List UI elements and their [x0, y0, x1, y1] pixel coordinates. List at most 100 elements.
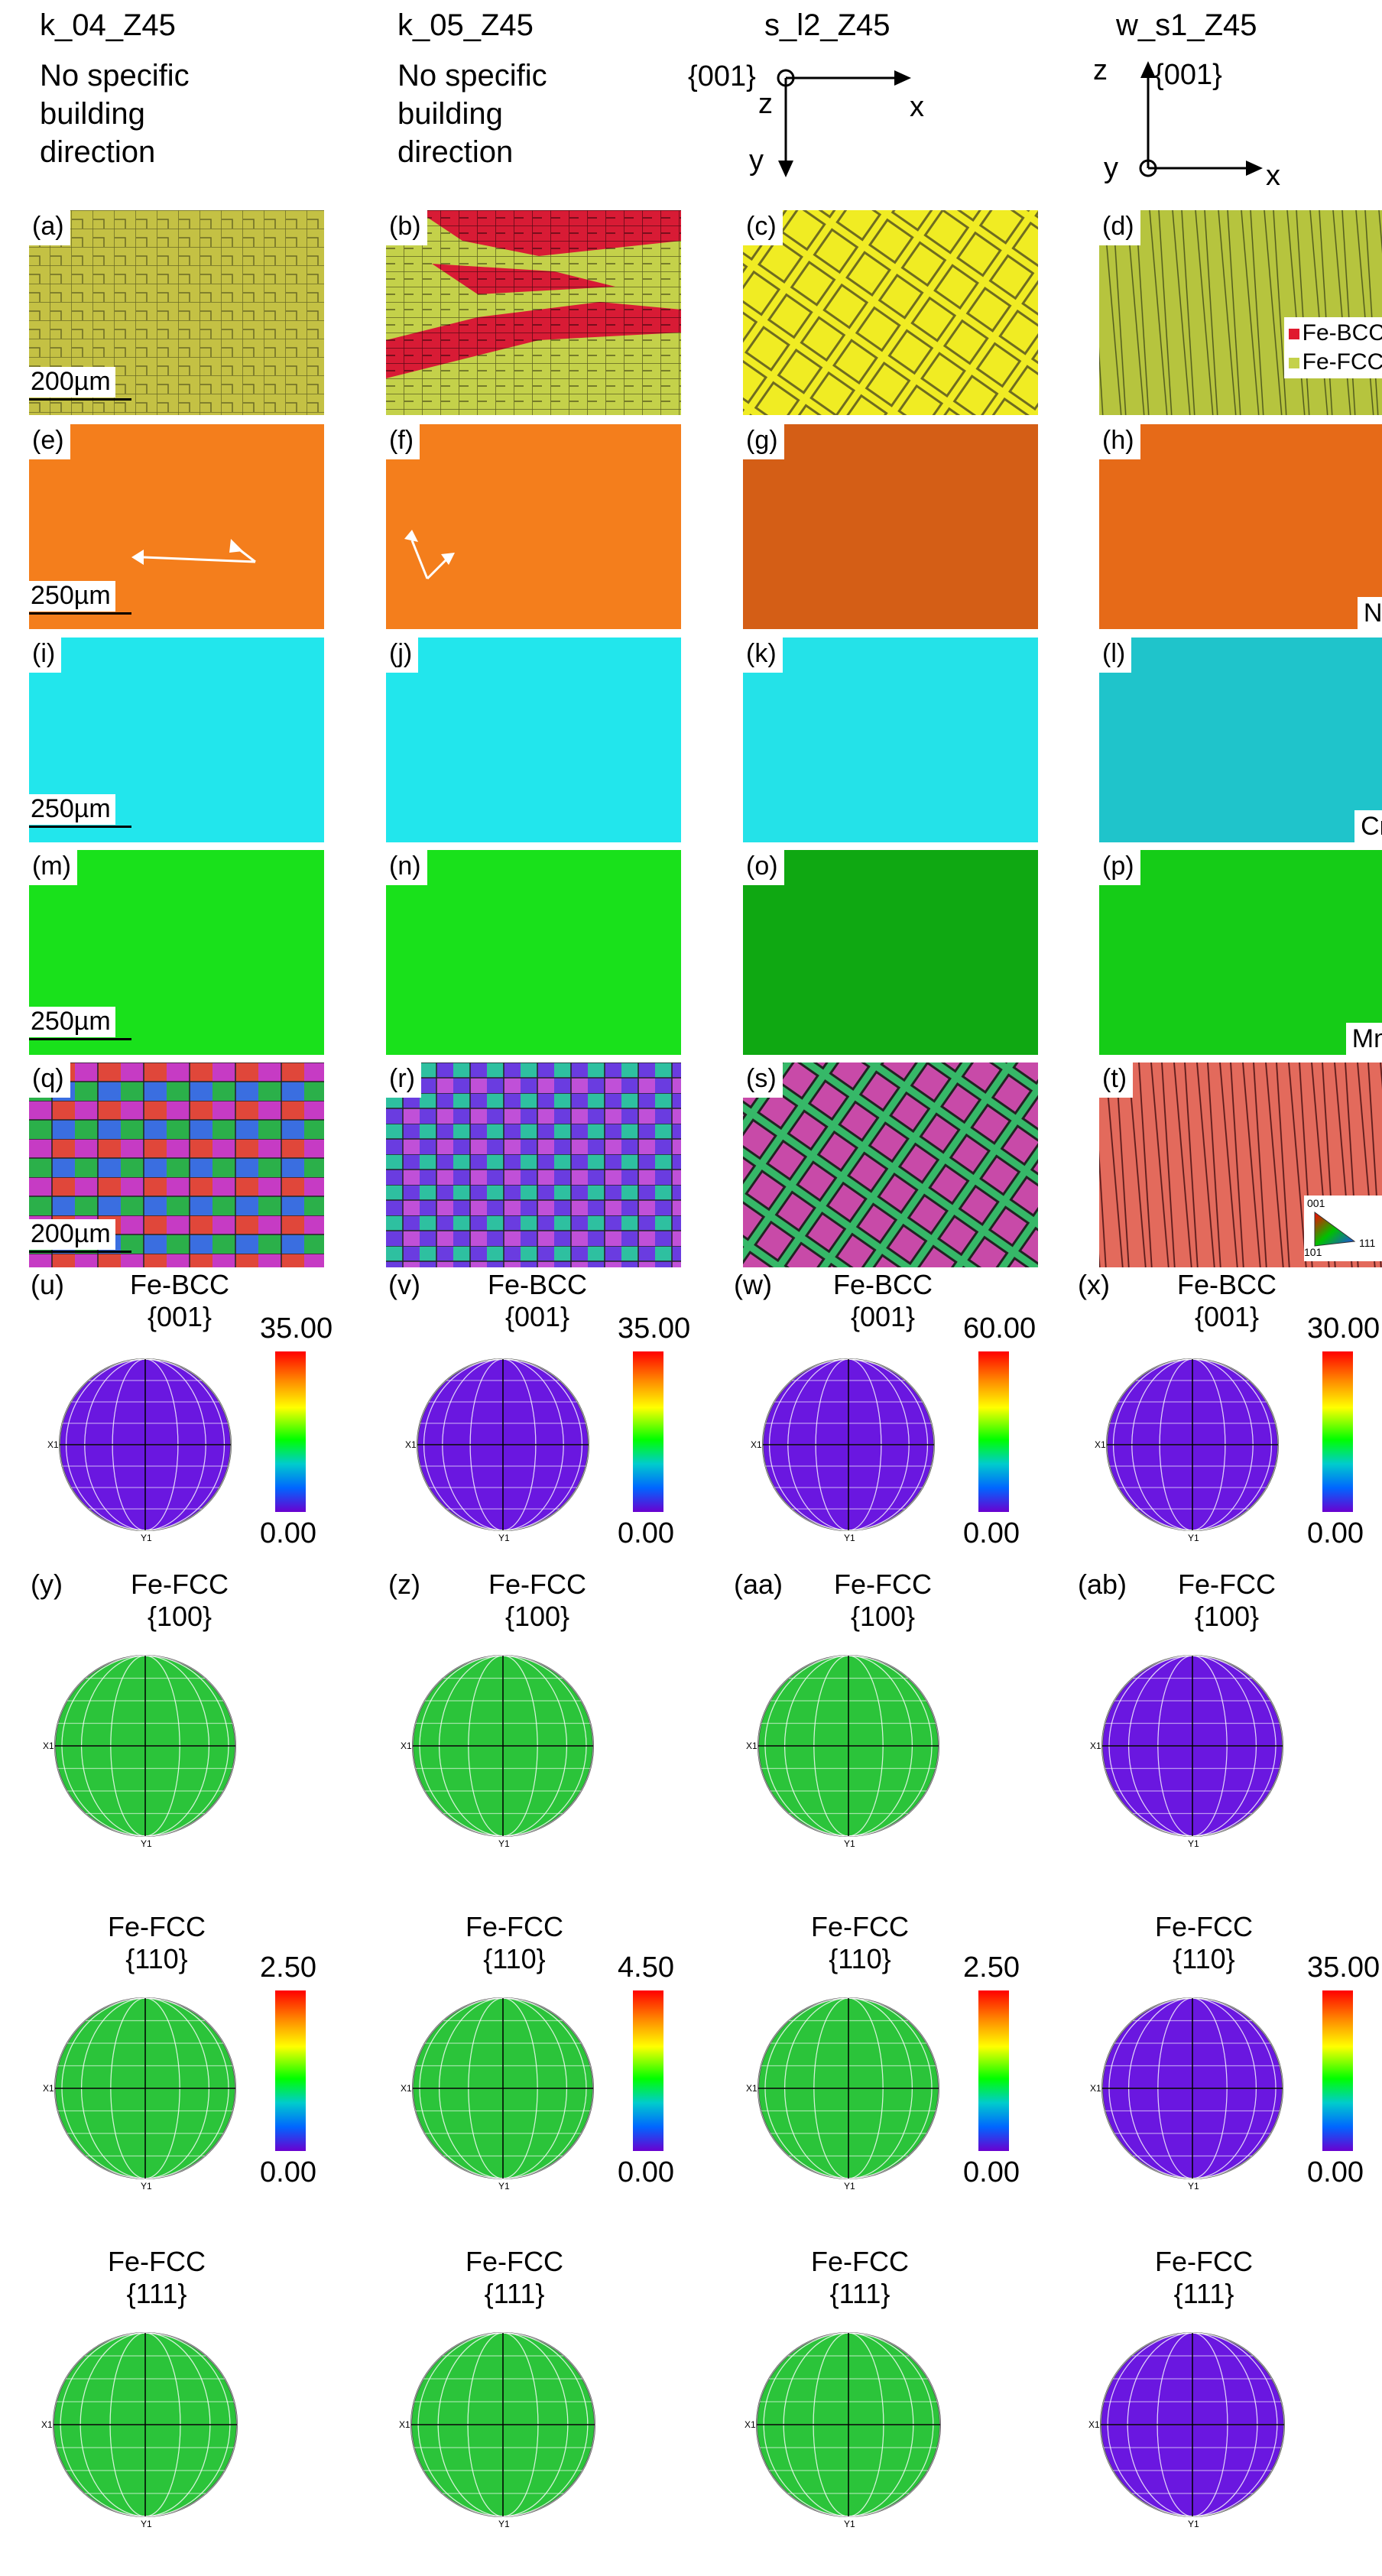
fcc-swatch — [1288, 358, 1299, 369]
color-scale-max: 4.50 — [618, 1951, 674, 1984]
phase-name: Fe-FCC — [488, 1569, 586, 1600]
color-scale-min: 0.00 — [963, 1517, 1020, 1549]
phase-map-d: (d) Fe-BCC Fe-FCC — [1099, 210, 1382, 415]
phase-name: Fe-FCC — [466, 1911, 563, 1942]
column-title: w_s1_Z45 — [1116, 8, 1257, 42]
ni-map-f: (f) — [386, 424, 681, 629]
pole-figure-title: Fe-FCC {110} — [1116, 1911, 1292, 1975]
x-axis-mark: X1 — [1088, 2419, 1100, 2430]
pole-figure-title: Fe-FCC {111} — [69, 2246, 245, 2310]
phase-name: Fe-FCC — [1178, 1569, 1276, 1600]
color-scale-min: 0.00 — [260, 1517, 316, 1549]
color-scale-min: 0.00 — [1307, 2156, 1364, 2188]
element-label: Ni — [1357, 597, 1382, 629]
phase-name: Fe-BCC — [129, 1269, 229, 1300]
pole-figure-plot: X1 Y1 — [1088, 2332, 1285, 2529]
pole-figure-title: Fe-BCC {001} — [795, 1269, 971, 1333]
color-scale-bar — [633, 1351, 663, 1512]
phase-name: Fe-FCC — [108, 1911, 206, 1942]
scale-bar-label: 200µm — [29, 367, 115, 397]
color-scale-bar — [633, 1990, 663, 2151]
phase-map-c: (c) — [743, 210, 1038, 415]
pole-figure-title: Fe-FCC {111} — [427, 2246, 602, 2310]
panel-label: (q) — [29, 1063, 70, 1098]
pole-figure-panel-label: (w) — [734, 1269, 772, 1300]
phase-map-b: (b) — [386, 210, 681, 415]
pole-figure-panel-label: (z) — [388, 1569, 420, 1600]
y-axis-mark: Y1 — [844, 1533, 855, 1543]
x-axis-mark: X1 — [1095, 1439, 1106, 1450]
plane-name: {001} — [850, 1301, 916, 1332]
x-axis-mark: X1 — [746, 2083, 758, 2094]
pole-figure-plot: X1 Y1 — [746, 1997, 939, 2192]
scale-bar-label: 250µm — [29, 794, 115, 825]
y-axis-mark: Y1 — [141, 1533, 152, 1543]
x-axis-mark: X1 — [745, 2419, 756, 2430]
ipf-map-q: (q) 200µm — [29, 1063, 324, 1267]
color-scale-min: 0.00 — [963, 2156, 1020, 2188]
column-title: s_l2_Z45 — [764, 8, 891, 42]
ipf-map-t: (t) 001 101 111 — [1099, 1063, 1382, 1267]
mn-map-o: (o) — [743, 850, 1038, 1055]
y-axis-mark: Y1 — [1188, 1533, 1199, 1543]
y-axis-mark: Y1 — [498, 1533, 510, 1543]
color-scale-min: 0.00 — [618, 2156, 674, 2188]
pole-figure-plot: X1 Y1 — [405, 1358, 589, 1543]
plane-name: {001} — [147, 1301, 212, 1332]
plane-name: {100} — [850, 1601, 916, 1632]
mn-map-p: (p) Mn — [1099, 850, 1382, 1055]
arrow-icon — [131, 539, 256, 565]
color-scale-min: 0.00 — [1307, 1517, 1364, 1549]
pole-figure-panel-label: (ab) — [1078, 1569, 1127, 1600]
pole-figure-panel-label: (u) — [31, 1269, 64, 1300]
scale-bar-label: 200µm — [29, 1219, 115, 1250]
pole-figure-plot: X1 Y1 — [745, 2332, 941, 2529]
x-axis-mark: X1 — [746, 1741, 758, 1751]
panel-label: (b) — [386, 210, 427, 245]
scale-bar-label: 250µm — [29, 581, 115, 612]
panel-label: (d) — [1099, 210, 1140, 245]
panel-label: (e) — [29, 424, 70, 459]
y-axis-mark: Y1 — [141, 2519, 152, 2529]
color-scale-min: 0.00 — [618, 1517, 674, 1549]
ni-map-e: (e) 250µm — [29, 424, 324, 629]
scale-bar — [29, 1038, 131, 1040]
plane-name: {001} — [504, 1301, 570, 1332]
x-axis-mark: X1 — [1090, 2083, 1101, 2094]
color-scale-bar — [275, 1351, 306, 1512]
scale-bar-label: 250µm — [29, 1007, 115, 1037]
bcc-swatch — [1288, 329, 1299, 340]
plane-name: {111} — [829, 2278, 891, 2309]
pole-figure-plot: X1 Y1 — [399, 2332, 595, 2529]
cr-map-l: (l) Cr — [1099, 638, 1382, 842]
ipf-color-key: 001 101 111 — [1304, 1196, 1382, 1261]
panel-label: (g) — [743, 424, 784, 459]
pole-figure-title: Fe-FCC {100} — [795, 1569, 971, 1633]
panel-label: (p) — [1099, 850, 1140, 885]
plane-name: {110} — [125, 1943, 188, 1974]
color-scale-bar — [275, 1990, 306, 2151]
x-axis-mark: X1 — [405, 1439, 417, 1450]
phase-name: Fe-FCC — [1155, 1911, 1253, 1942]
plane-name: {111} — [1173, 2278, 1234, 2309]
plane-name: {111} — [484, 2278, 545, 2309]
arrow-icon — [404, 530, 455, 580]
ipf-map-image — [743, 1063, 1038, 1267]
color-scale-bar — [978, 1351, 1009, 1512]
panel-label: (r) — [386, 1063, 421, 1098]
column-title: k_04_Z45 — [40, 8, 176, 42]
pole-figure-title: Fe-FCC {110} — [772, 1911, 948, 1975]
scale-bar — [29, 826, 131, 828]
color-scale-max: 35.00 — [618, 1312, 691, 1345]
pole-figure-title: Fe-FCC {100} — [1139, 1569, 1315, 1633]
axis-arrows-icon — [777, 69, 911, 177]
pole-figure-plot: X1 Y1 — [746, 1655, 939, 1849]
phase-legend: Fe-BCC Fe-FCC — [1283, 317, 1382, 378]
ipf-map-s: (s) — [743, 1063, 1038, 1267]
axis-arrows-icon — [1139, 61, 1263, 177]
ni-map-g: (g) — [743, 424, 1038, 629]
pole-figure-panel-label: (v) — [388, 1269, 420, 1300]
axis-diagram-4: z {001} y x — [1070, 46, 1315, 199]
phase-name: Fe-BCC — [487, 1269, 587, 1300]
panel-label: (j) — [386, 638, 419, 673]
